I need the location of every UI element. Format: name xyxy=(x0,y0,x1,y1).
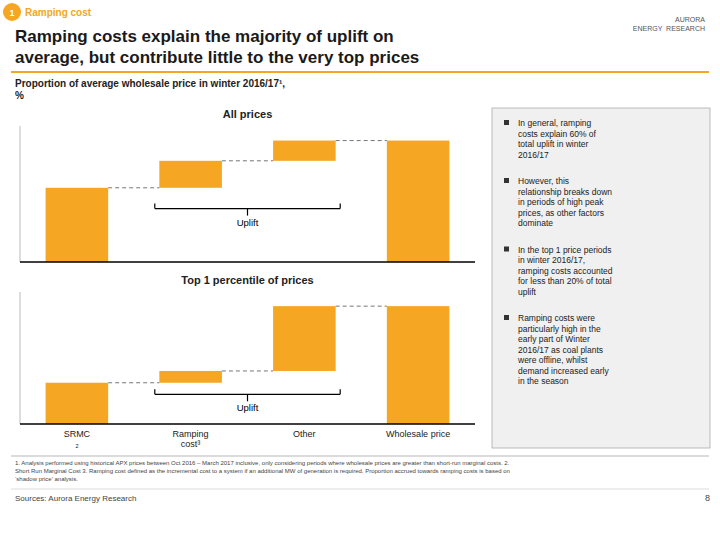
subtitle-line: % xyxy=(15,90,24,101)
x-tick-label-line: Ramping xyxy=(173,429,209,439)
bar xyxy=(387,306,450,424)
x-tick-label-line: Other xyxy=(293,429,316,439)
bullet-text-line: early part of Winter xyxy=(518,334,590,344)
bullet-square xyxy=(504,315,509,320)
bracket-line xyxy=(247,209,248,216)
connector xyxy=(336,306,387,307)
bullet-square xyxy=(504,120,509,125)
plot-area xyxy=(46,306,450,424)
bullet-text-line: uplift xyxy=(518,287,537,297)
bullet-text-line: were offline, whilst xyxy=(517,355,588,365)
uplift-bracket xyxy=(155,204,340,216)
bullet-text-line: total uplift in winter xyxy=(518,139,589,149)
slide-number: 1 xyxy=(9,8,14,18)
bullet-text: Ramping costs wereparticularly high in t… xyxy=(517,313,609,386)
bar xyxy=(159,371,222,383)
bullet-square xyxy=(504,247,509,252)
chart-title: Top 1 percentile of prices xyxy=(181,274,313,286)
bullet-text-line: dominate xyxy=(518,218,553,228)
bullet-text-line: for less than 20% of total xyxy=(518,276,612,286)
connector xyxy=(108,382,159,383)
footnote-line: 1. Analysis performed using historical A… xyxy=(15,460,510,466)
bullet-text-line: ramping costs accounted xyxy=(518,266,613,276)
x-tick-label-line: cost³ xyxy=(181,439,201,449)
x-tick-label: SRMC₂ xyxy=(64,429,91,449)
connector xyxy=(222,160,273,161)
bar xyxy=(273,141,336,161)
footnote: 1. Analysis performed using historical A… xyxy=(15,460,510,482)
bullet-text-line: In the top 1 price periods xyxy=(518,245,612,255)
bullet-text-line: demand increased early xyxy=(518,366,609,376)
bar xyxy=(159,161,222,188)
page-number: 8 xyxy=(705,493,710,503)
source: Sources: Aurora Energy Research xyxy=(15,494,136,503)
bullet-text-line: relationship breaks down xyxy=(518,187,612,197)
x-tick-label: Other xyxy=(293,429,316,439)
x-tick-label: Rampingcost³ xyxy=(173,429,209,449)
bracket-line xyxy=(154,204,155,209)
y-axis-line xyxy=(20,292,21,424)
bullet-text: In the top 1 price periodsin winter 2016… xyxy=(518,245,613,297)
subtitle-line: Proportion of average wholesale price in… xyxy=(15,78,285,89)
x-tick-label-line: ₂ xyxy=(75,439,79,449)
x-axis-line xyxy=(20,423,475,425)
waterfall-chart: All prices Uplift xyxy=(20,108,475,262)
bullet-text: However, thisrelationship breaks downin … xyxy=(518,176,612,228)
bullet-text-line: in winter 2016/17, xyxy=(518,255,585,265)
x-tick-label: Wholesale price xyxy=(386,429,450,439)
title: Ramping costs explain the majority of up… xyxy=(15,27,419,67)
bullet-text-line: particularly high in the xyxy=(518,324,601,334)
bullet-text-line: In general, ramping xyxy=(518,118,592,128)
slide: 1 Ramping cost Ramping costs explain the m… xyxy=(0,0,720,540)
bar xyxy=(273,306,336,371)
title-line: Ramping costs explain the majority of up… xyxy=(15,27,394,46)
separator xyxy=(11,489,709,490)
waterfall-chart: Top 1 percentile of prices Uplift SRMC₂ Ram… xyxy=(20,274,475,449)
annotation: Uplift xyxy=(237,402,259,413)
title-line: average, but contribute little to the ve… xyxy=(15,48,419,67)
bullet-text-line: 2016/17 xyxy=(518,150,549,160)
bullet-text-line: in the season xyxy=(518,376,569,386)
header-rule xyxy=(11,71,709,73)
x-tick-label-line: Wholesale price xyxy=(386,429,450,439)
logo: AURORA ENERGY RESEARCH xyxy=(633,16,706,32)
bracket-line xyxy=(154,389,155,394)
footnote-line: ‘shadow price’ analysis. xyxy=(15,476,78,482)
chart-title: All prices xyxy=(223,108,273,120)
bar xyxy=(46,383,109,424)
separator xyxy=(11,456,709,457)
uplift-bracket xyxy=(155,389,340,401)
slide-badge xyxy=(3,3,21,21)
subtitle: Proportion of average wholesale price in… xyxy=(15,78,285,101)
footnote-line: Short Run Marginal Cost 3. Ramping cost … xyxy=(15,468,510,474)
bullet-text-line: in periods of high peak xyxy=(518,197,604,207)
logo-line: ENERGY RESEARCH xyxy=(633,25,705,32)
bullet-text-line: Ramping costs were xyxy=(518,313,595,323)
bar xyxy=(46,188,109,262)
bracket-line xyxy=(340,389,341,394)
background xyxy=(0,0,720,540)
y-axis-line xyxy=(20,126,21,262)
connector xyxy=(222,370,273,371)
bullet-square xyxy=(504,178,509,183)
annotation: Uplift xyxy=(237,217,259,228)
bullet-text-line: 2016/17 as coal plants xyxy=(518,345,603,355)
connector xyxy=(108,187,159,188)
bullet-text-line: prices, as other factors xyxy=(518,208,604,218)
bracket-line xyxy=(247,394,248,401)
bullet-text-line: costs explain 60% of xyxy=(518,129,597,139)
bar xyxy=(387,141,450,262)
x-axis-line xyxy=(20,261,475,263)
plot-area xyxy=(46,141,450,262)
bullet-box xyxy=(492,108,710,448)
bullet-text: In general, rampingcosts explain 60% oft… xyxy=(518,118,597,160)
logo-line: AURORA xyxy=(675,16,705,23)
connector xyxy=(336,140,387,141)
bracket-line xyxy=(340,204,341,209)
bullet-text-line: However, this xyxy=(518,176,569,186)
slide-label: Ramping cost xyxy=(25,7,92,18)
x-tick-label-line: SRMC xyxy=(64,429,91,439)
